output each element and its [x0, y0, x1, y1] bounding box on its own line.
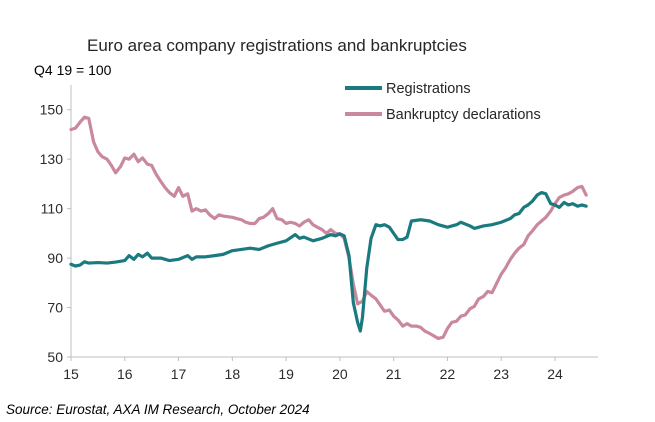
x-tick-label: 24 [547, 366, 563, 382]
axes [70, 85, 598, 358]
series-line-bankruptcy-declarations [69, 115, 588, 341]
y-tick-label: 50 [47, 349, 63, 365]
series-line-registrations [69, 190, 588, 333]
x-tick-label: 22 [440, 366, 456, 382]
x-tick-label: 20 [332, 366, 348, 382]
legend-label-registrations: Registrations [386, 81, 471, 97]
legend-label-bankruptcy: Bankruptcy declarations [386, 107, 541, 123]
y-tick-label: 70 [47, 300, 63, 316]
x-tick-label: 18 [225, 366, 241, 382]
y-tick-label: 130 [40, 151, 64, 167]
x-tick-label: 16 [117, 366, 133, 382]
y-ticks: 50 70 90 110 130 150 [40, 102, 71, 365]
legend: Registrations Bankruptcy declarations [345, 81, 541, 123]
chart-title: Euro area company registrations and bank… [87, 36, 467, 55]
x-ticks: 15 16 17 18 19 20 21 22 23 24 [63, 357, 563, 382]
x-tick-label: 19 [278, 366, 294, 382]
y-tick-label: 90 [47, 250, 63, 266]
y-tick-label: 110 [41, 201, 64, 217]
y-tick-label: 150 [40, 102, 64, 118]
series-lines [69, 115, 588, 341]
x-tick-label: 23 [493, 366, 509, 382]
x-tick-label: 21 [386, 366, 402, 382]
x-tick-label: 15 [63, 366, 79, 382]
source-note: Source: Eurostat, AXA IM Research, Octob… [6, 402, 310, 417]
x-tick-label: 17 [171, 366, 187, 382]
y-axis-unit-label: Q4 19 = 100 [34, 62, 112, 78]
